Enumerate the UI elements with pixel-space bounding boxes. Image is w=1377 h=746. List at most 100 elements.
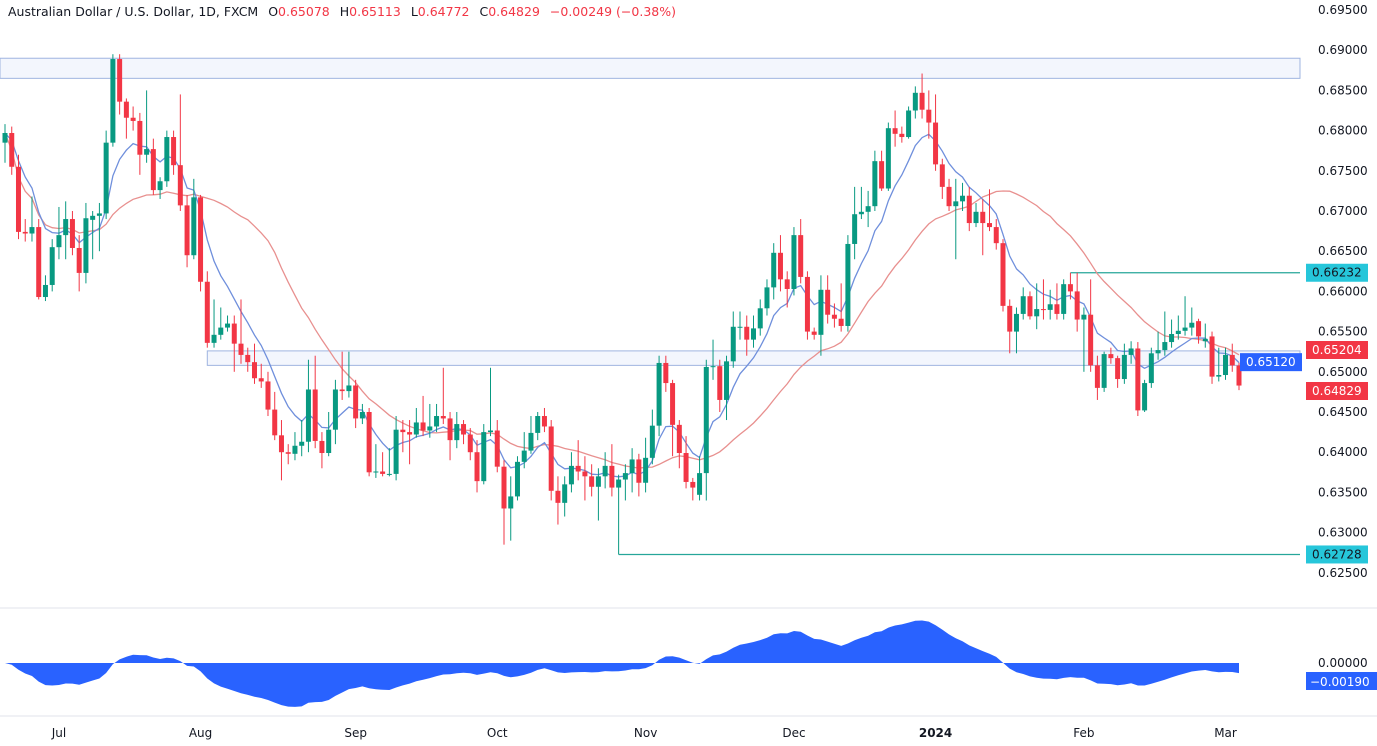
high-value: 0.65113 (349, 4, 401, 19)
candle-up (771, 252, 777, 288)
candle-up (1202, 338, 1208, 342)
candle-up (973, 211, 979, 224)
candle-up (1189, 322, 1195, 328)
candle-down (548, 426, 554, 491)
candle-up (218, 327, 224, 335)
candle-up (29, 227, 35, 234)
candle-down (69, 219, 75, 248)
zone-box (0, 57, 1301, 79)
price-axis[interactable]: 0.69500 0.69000 0.68500 0.68000 0.67500 0.670… (1240, 3, 1377, 690)
candle-up (332, 389, 338, 430)
candle-down (811, 331, 817, 335)
candle-down (899, 133, 905, 138)
candle-down (130, 117, 136, 121)
candle-down (117, 59, 123, 102)
candle-up (326, 429, 332, 454)
candle-down (946, 186, 952, 207)
candle-down (420, 422, 426, 431)
candle-up (710, 366, 716, 368)
candle-down (825, 289, 831, 315)
candle-down (9, 133, 15, 167)
candle-up (157, 181, 163, 191)
time-axis[interactable]: Jul Aug Sep Oct Nov Dec 2024 Feb Mar (51, 726, 1237, 740)
candle-up (1034, 309, 1040, 317)
price-label-box (1306, 263, 1368, 282)
candle-down (467, 434, 473, 453)
candle-up (1223, 354, 1229, 376)
candle-up (1162, 342, 1168, 351)
candle-up (764, 287, 770, 309)
candle-down (285, 452, 291, 454)
time-tick-label: Sep (344, 726, 367, 740)
candle-down (1229, 354, 1235, 366)
candle-down (494, 430, 500, 467)
candle-up (386, 473, 392, 475)
candle-down (272, 409, 278, 436)
candle-up (602, 465, 608, 477)
candle-up (1169, 334, 1175, 343)
candle-down (231, 323, 237, 344)
time-tick-label: 2024 (919, 726, 952, 740)
candle-down (926, 109, 932, 123)
candle-up (845, 243, 851, 326)
fast-moving-average-line (4, 132, 1240, 478)
oscillator-value-box (1306, 672, 1377, 690)
price-label-box (1306, 382, 1368, 400)
candle-up (818, 289, 824, 335)
candle-down (1115, 358, 1121, 380)
low-value: 0.64772 (417, 4, 470, 19)
symbol-title: Australian Dollar / U.S. Dollar, 1D, FXC… (8, 4, 259, 19)
price-label-box (1306, 341, 1368, 359)
candle-down (1054, 304, 1060, 314)
candle-up (1047, 304, 1053, 310)
slow-moving-average-line (4, 132, 1240, 469)
candle-down (1074, 291, 1080, 320)
candle-up (885, 128, 891, 189)
candle-up (434, 416, 440, 427)
low-label: L (410, 4, 418, 19)
candle-down (676, 424, 682, 454)
candle-up (292, 445, 298, 454)
candle-down (366, 412, 372, 473)
price-tick-label: 0.62500 (1318, 566, 1368, 580)
candle-up (1142, 383, 1148, 411)
ohlc-open: O0.65078 (268, 4, 330, 19)
ohlc-low: L0.64772 (411, 4, 470, 19)
candle-up (1128, 348, 1134, 355)
candle-up (643, 457, 649, 483)
candle-up (373, 471, 379, 473)
high-label: H (339, 4, 350, 19)
pane-separators (0, 607, 1377, 717)
candle-down (690, 481, 696, 488)
candle-down (831, 314, 837, 319)
ohlc-high: H0.65113 (340, 4, 401, 19)
candle-down (683, 453, 689, 482)
candle-up (1101, 354, 1107, 388)
candles-layer (2, 54, 1242, 555)
candle-down (1067, 284, 1073, 292)
candle-down (447, 418, 453, 441)
candle-up (757, 308, 763, 329)
open-value: 0.65078 (278, 4, 330, 19)
close-value: 0.64829 (488, 4, 540, 19)
candle-up (1061, 284, 1067, 314)
candle-down (319, 440, 325, 454)
candle-up (737, 326, 743, 328)
candle-up (427, 426, 433, 431)
candle-down (204, 281, 210, 343)
candle-down (339, 389, 345, 392)
price-tick-label: 0.64500 (1318, 405, 1368, 419)
candle-up (211, 334, 217, 343)
candle-up (49, 247, 55, 285)
candle-up (953, 201, 959, 207)
price-tick-label: 0.63500 (1318, 485, 1368, 499)
oscillator-zero-label: 0.00000 (1318, 656, 1368, 670)
candle-down (440, 416, 446, 419)
candle-up (1216, 375, 1222, 377)
candle-down (137, 120, 143, 155)
candle-down (177, 165, 183, 206)
price-tick-label: 0.66500 (1318, 244, 1368, 258)
time-tick-label: Feb (1073, 726, 1094, 740)
moving-averages-layer (4, 132, 1240, 478)
